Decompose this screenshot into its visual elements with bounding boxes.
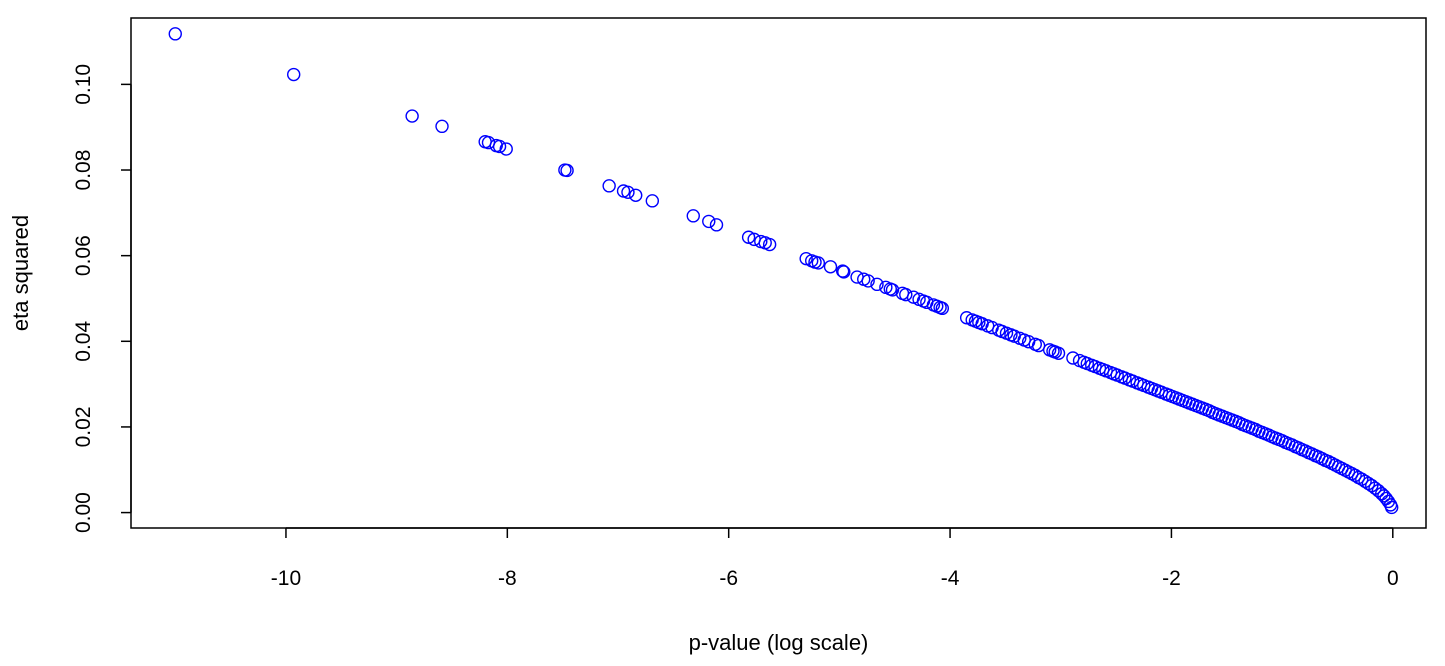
data-point <box>645 194 660 208</box>
data-point <box>835 264 850 278</box>
y-tick-label: 0.02 <box>72 407 95 448</box>
data-point <box>702 214 716 229</box>
x-tick-label: -4 <box>941 567 960 590</box>
x-axis-label: p-value (log scale) <box>689 630 869 655</box>
data-point <box>435 119 449 134</box>
data-point <box>1066 351 1080 365</box>
data-point <box>850 270 864 284</box>
y-axis: 0.00 0.02 0.04 0.06 0.08 0.10 <box>72 64 132 533</box>
data-point <box>1358 474 1372 489</box>
x-tick-label: -6 <box>719 567 738 590</box>
data-point <box>861 274 875 288</box>
data-point <box>1384 500 1399 515</box>
data-point <box>935 301 950 316</box>
y-axis-label: eta squared <box>8 215 33 331</box>
data-point <box>1375 487 1389 501</box>
data-point <box>602 179 616 193</box>
data-point <box>837 265 851 279</box>
data-point <box>799 251 813 266</box>
data-point <box>499 142 513 156</box>
x-tick-label: -10 <box>271 567 301 590</box>
data-point <box>1361 476 1376 491</box>
y-tick-label: 0.10 <box>72 64 95 105</box>
y-tick-label: 0.04 <box>72 321 95 362</box>
data-point <box>621 185 635 199</box>
x-tick-label: 0 <box>1387 567 1399 590</box>
x-tick-label: -8 <box>498 567 517 590</box>
data-point <box>1348 468 1362 483</box>
data-point <box>560 163 574 178</box>
x-axis: -10 -8 -6 -4 -2 0 <box>271 527 1399 590</box>
data-point <box>709 218 724 232</box>
data-point <box>1051 346 1066 360</box>
data-point <box>899 287 913 302</box>
data-point <box>959 311 974 325</box>
data-point <box>741 230 756 244</box>
data-point <box>287 67 301 82</box>
data-point <box>762 237 777 252</box>
data-point <box>823 260 838 274</box>
data-point <box>405 109 419 123</box>
y-tick-label: 0.00 <box>72 492 95 533</box>
data-points <box>168 27 1399 515</box>
data-point <box>1355 472 1369 486</box>
data-point <box>870 277 884 292</box>
x-tick-label: -2 <box>1162 567 1181 590</box>
data-point <box>885 283 900 297</box>
data-point <box>492 139 507 154</box>
y-tick-label: 0.06 <box>72 235 95 276</box>
y-tick-label: 0.08 <box>72 150 95 191</box>
data-point <box>168 27 182 41</box>
data-point <box>686 209 700 223</box>
plot-frame <box>130 17 1427 529</box>
data-point <box>811 256 826 270</box>
data-point <box>629 188 643 202</box>
